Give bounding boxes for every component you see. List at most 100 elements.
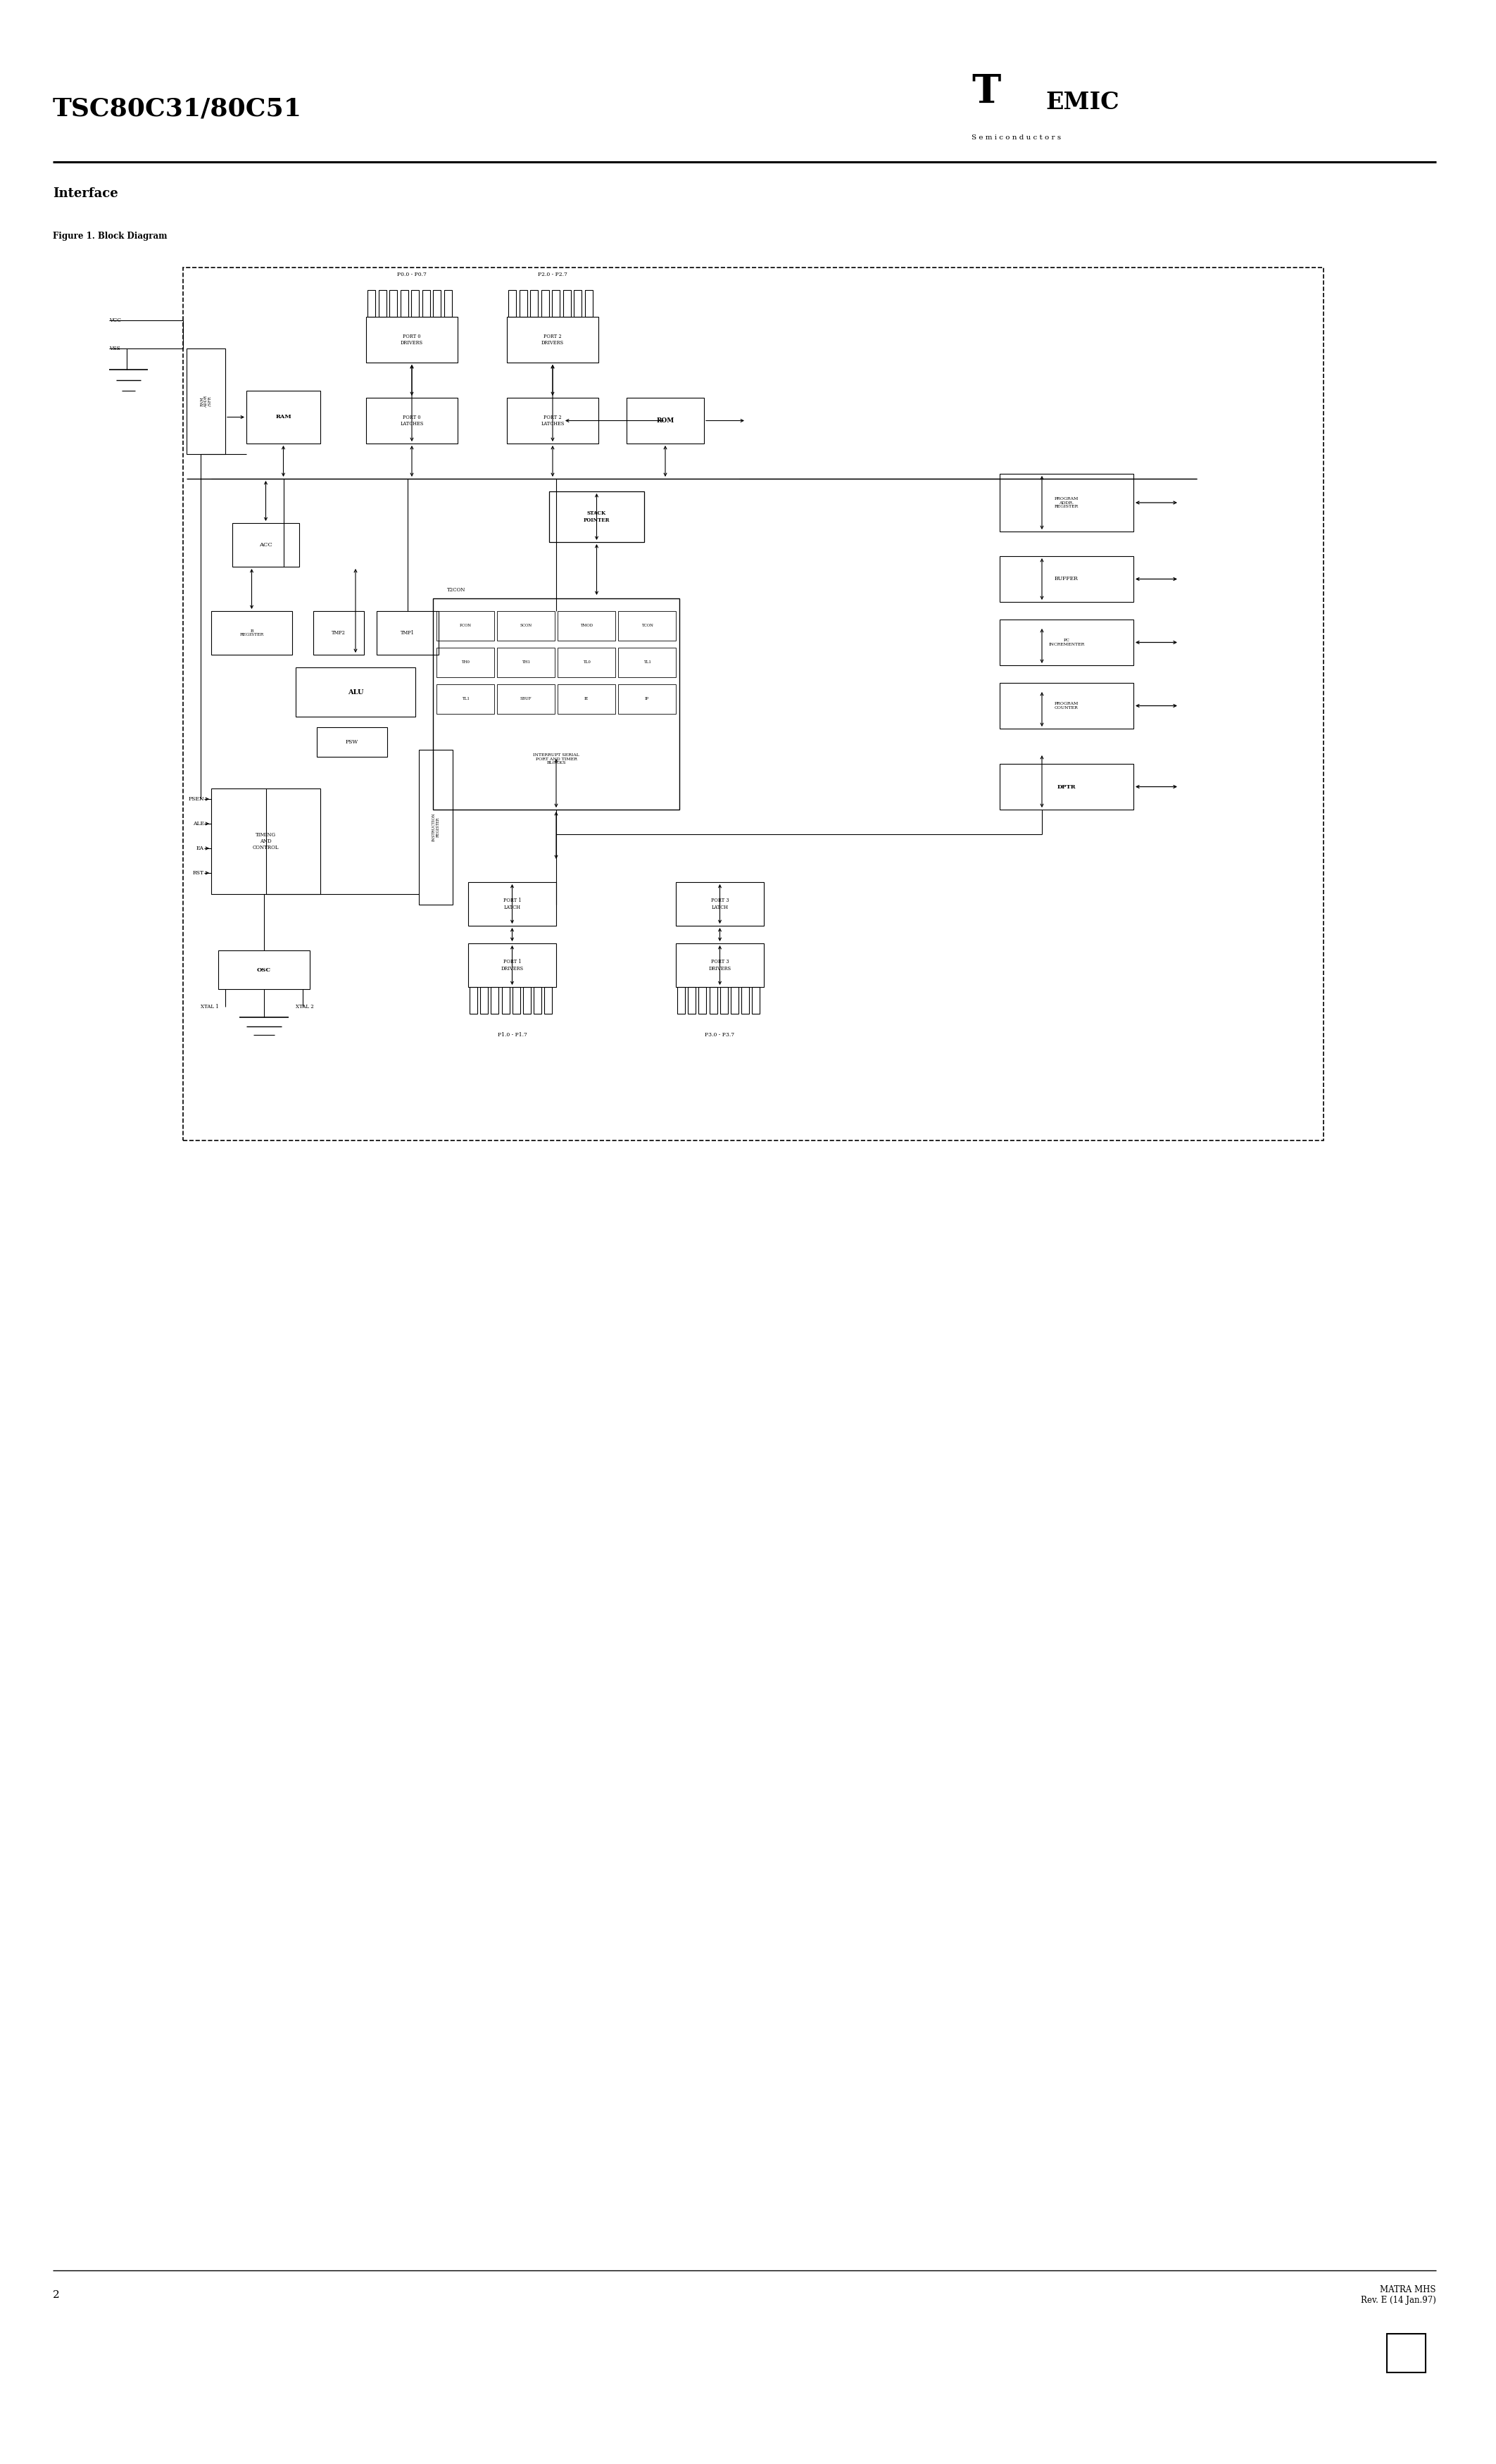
Bar [444, 291, 452, 318]
Bar [627, 397, 705, 444]
Bar [585, 291, 592, 318]
Text: XTAL 2: XTAL 2 [296, 1003, 314, 1010]
Bar [999, 618, 1134, 665]
Text: Interface: Interface [52, 187, 118, 200]
Bar [470, 988, 477, 1013]
Bar [1387, 2333, 1426, 2373]
Text: P1.0 - P1.7: P1.0 - P1.7 [497, 1032, 527, 1037]
Bar [437, 611, 494, 641]
Bar [497, 648, 555, 678]
Text: PORT 2
DRIVERS: PORT 2 DRIVERS [542, 333, 564, 345]
Bar [618, 611, 676, 641]
Bar [549, 490, 645, 542]
Text: ROM: ROM [657, 416, 675, 424]
Text: ALE: ALE [193, 821, 203, 825]
Bar [999, 683, 1134, 729]
Bar [378, 291, 386, 318]
Bar [618, 685, 676, 715]
Text: P2.0 - P2.7: P2.0 - P2.7 [539, 271, 567, 278]
Bar [676, 882, 764, 926]
Text: TMP1: TMP1 [401, 631, 414, 636]
Bar [699, 988, 706, 1013]
Bar [999, 557, 1134, 601]
Text: PORT 3
DRIVERS: PORT 3 DRIVERS [709, 958, 732, 971]
Text: PROGRAM
ADDR.
REGISTER: PROGRAM ADDR. REGISTER [1055, 498, 1079, 508]
Bar [552, 291, 560, 318]
Bar [317, 727, 387, 756]
Bar [187, 347, 226, 453]
Text: VSS: VSS [109, 345, 120, 352]
Bar [542, 291, 549, 318]
Text: EMIC: EMIC [1046, 91, 1119, 113]
Bar [422, 291, 429, 318]
Bar [401, 291, 408, 318]
Bar [709, 988, 717, 1013]
Text: PCON: PCON [459, 623, 471, 628]
Bar [545, 988, 552, 1013]
Text: MATRA MHS
Rev. E (14 Jan.97): MATRA MHS Rev. E (14 Jan.97) [1361, 2284, 1436, 2304]
Bar [419, 749, 453, 904]
Bar [367, 318, 458, 362]
Bar [497, 611, 555, 641]
Text: PROGRAM
COUNTER: PROGRAM COUNTER [1055, 702, 1079, 710]
Bar [524, 988, 531, 1013]
Text: PORT 3
LATCH: PORT 3 LATCH [711, 897, 729, 909]
Bar [999, 764, 1134, 811]
Bar [211, 611, 292, 655]
Bar [509, 291, 516, 318]
Text: TL0: TL0 [582, 660, 591, 665]
Bar [313, 611, 364, 655]
Text: SCON: SCON [521, 623, 533, 628]
Text: 2: 2 [52, 2289, 60, 2299]
Bar [183, 269, 1324, 1141]
Bar [507, 397, 598, 444]
Text: PORT 1
LATCH: PORT 1 LATCH [503, 897, 521, 909]
Text: VCC: VCC [109, 318, 121, 323]
Text: P0.0 - P0.7: P0.0 - P0.7 [396, 271, 426, 278]
Text: TH0: TH0 [461, 660, 470, 665]
Text: PSW: PSW [346, 739, 359, 744]
Text: PC
INCREMENTER: PC INCREMENTER [1049, 638, 1085, 646]
Text: IE: IE [583, 697, 589, 700]
Bar [574, 291, 582, 318]
Bar [558, 611, 615, 641]
Bar [480, 988, 488, 1013]
Bar [468, 882, 557, 926]
Bar [491, 988, 498, 1013]
Text: TMOD: TMOD [580, 623, 592, 628]
Text: INTERRUPT SERIAL
PORT AND TIMER
BLOCKS: INTERRUPT SERIAL PORT AND TIMER BLOCKS [533, 754, 579, 764]
Bar [389, 291, 396, 318]
Bar [247, 392, 320, 444]
Bar [411, 291, 419, 318]
Bar [562, 291, 570, 318]
Bar [296, 668, 416, 717]
Text: P3.0 - P3.7: P3.0 - P3.7 [705, 1032, 735, 1037]
Bar [437, 685, 494, 715]
Bar [558, 648, 615, 678]
Bar [367, 397, 458, 444]
Bar [512, 988, 521, 1013]
Bar [432, 599, 679, 811]
Text: SBUF: SBUF [521, 697, 531, 700]
Text: PORT 0
LATCHES: PORT 0 LATCHES [399, 414, 423, 426]
Text: B
REGISTER: B REGISTER [239, 628, 263, 636]
Bar [720, 988, 727, 1013]
Text: TL1: TL1 [643, 660, 651, 665]
Text: RAM: RAM [275, 414, 292, 419]
Text: PORT 2
LATCHES: PORT 2 LATCHES [542, 414, 564, 426]
Bar [730, 988, 739, 1013]
Bar [377, 611, 438, 655]
Bar [618, 648, 676, 678]
Text: PORT 1
DRIVERS: PORT 1 DRIVERS [501, 958, 524, 971]
Bar [678, 988, 685, 1013]
Text: XTAL 1: XTAL 1 [200, 1003, 218, 1010]
Text: TH1: TH1 [522, 660, 530, 665]
Bar [232, 522, 299, 567]
Text: RAM
ADDR
/SFR: RAM ADDR /SFR [200, 394, 212, 407]
Bar [999, 473, 1134, 532]
Text: PSEN: PSEN [188, 796, 203, 801]
Bar [218, 951, 310, 988]
Text: TSC80C31/80C51: TSC80C31/80C51 [52, 96, 302, 121]
Text: IP: IP [645, 697, 649, 700]
Text: ALU: ALU [347, 690, 364, 695]
